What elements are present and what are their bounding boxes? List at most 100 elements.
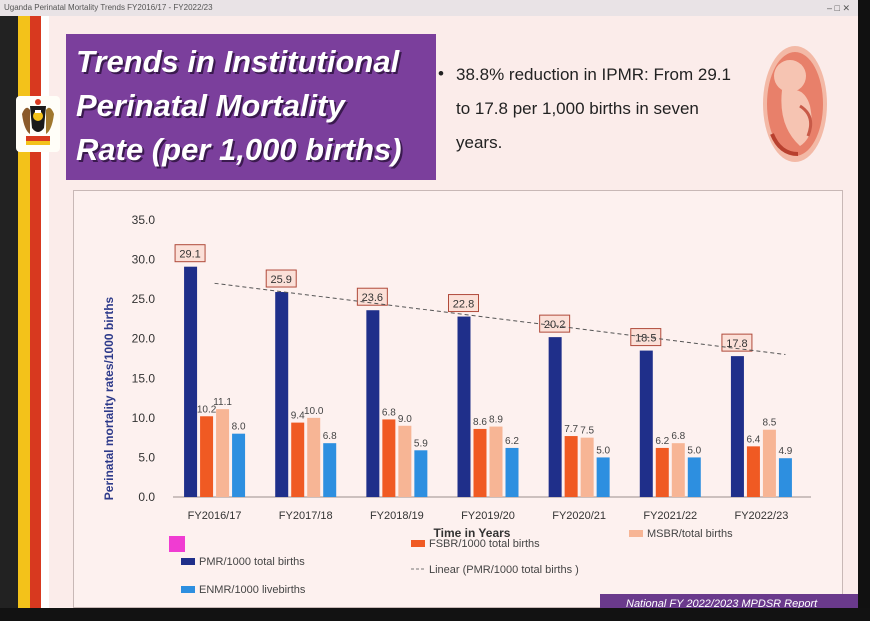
bar-3-5 — [687, 457, 701, 497]
bar-3-2 — [414, 450, 428, 497]
bar-1-2 — [382, 419, 396, 497]
monitor-bezel-bottom — [0, 608, 870, 621]
bar-data-label: 6.2 — [655, 436, 669, 447]
bar-2-3 — [489, 426, 503, 497]
x-tick-label: FY2018/19 — [370, 510, 424, 522]
bar-data-label: 8.5 — [762, 418, 776, 429]
pmr-label-box — [539, 314, 571, 333]
bar-data-label: 10.2 — [197, 404, 217, 415]
x-tick-label: FY2021/22 — [643, 510, 697, 522]
bar-3-4 — [596, 457, 610, 497]
legend-swatch-2 — [629, 530, 643, 537]
pmr-label-box — [448, 294, 479, 313]
y-tick-label: 15.0 — [132, 371, 156, 385]
bar-0-4 — [548, 337, 562, 497]
bar-2-2 — [398, 425, 412, 497]
bar-2-6 — [762, 429, 776, 497]
summary-line-3: years. — [456, 133, 503, 152]
monitor-bezel-right — [858, 0, 870, 621]
legend-label-0: PMR/1000 total births — [199, 556, 305, 568]
pmr-data-label: 29.1 — [179, 249, 200, 261]
pmr-label-box — [265, 269, 297, 288]
y-tick-label: 5.0 — [138, 450, 155, 464]
window-titlebar: Uganda Perinatal Mortality Trends FY2016… — [0, 0, 858, 16]
legend-swatch-3 — [181, 586, 195, 593]
slide-title-box: Trends in Institutional Perinatal Mortal… — [66, 34, 436, 180]
pmr-data-label: 23.6 — [362, 292, 383, 304]
y-tick-label: 30.0 — [132, 253, 156, 267]
bar-0-6 — [730, 356, 744, 497]
bar-3-3 — [505, 447, 519, 497]
bar-1-3 — [473, 428, 487, 497]
bar-data-label: 5.9 — [414, 438, 428, 449]
pmr-data-label: 18.5 — [635, 333, 656, 345]
slide-title: Trends in Institutional Perinatal Mortal… — [76, 40, 426, 172]
pmr-label-box — [174, 244, 206, 263]
legend-label-3: ENMR/1000 livebirths — [199, 584, 306, 596]
pmr-label-box — [356, 287, 388, 306]
bar-data-label: 6.2 — [505, 436, 519, 447]
report-footer: National FY 2022/2023 MPDSR Report — [600, 594, 858, 608]
summary-line-2: to 17.8 per 1,000 births in seven — [456, 99, 699, 118]
x-tick-label: FY2022/23 — [735, 510, 789, 522]
bar-data-label: 6.8 — [671, 431, 685, 442]
bar-1-6 — [746, 446, 760, 497]
slide: Uganda Perinatal Mortality Trends FY2016… — [0, 0, 858, 608]
window-controls-icon[interactable]: – □ ✕ — [827, 3, 850, 13]
y-tick-label: 0.0 — [138, 490, 155, 504]
bar-2-5 — [671, 443, 685, 497]
fetus-in-womb-icon — [760, 36, 830, 166]
bar-data-label: 8.6 — [473, 417, 487, 428]
legend-swatch-0 — [181, 558, 195, 565]
legend-label-2: MSBR/total births — [647, 528, 733, 540]
window-title: Uganda Perinatal Mortality Trends FY2016… — [4, 3, 213, 12]
perinatal-mortality-chart: 0.0 5.0 10.0 15.0 20.0 25.0 30.0 35.0 29.1 10.211… — [102, 213, 811, 596]
bar-data-label: 5.0 — [687, 445, 701, 456]
bar-0-5 — [639, 350, 653, 497]
y-tick-label: 10.0 — [132, 411, 156, 425]
flag-stripe-black — [0, 16, 18, 608]
bar-2-1 — [307, 417, 321, 497]
y-tick-label: 25.0 — [132, 292, 156, 306]
pmr-data-label: 25.9 — [271, 274, 292, 286]
x-tick-label: FY2019/20 — [461, 510, 515, 522]
bar-data-label: 9.0 — [398, 414, 412, 425]
pmr-data-label: 17.8 — [726, 338, 747, 350]
bar-2-4 — [580, 437, 594, 497]
bar-1-0 — [200, 416, 214, 497]
bar-data-label: 7.5 — [580, 426, 594, 437]
legend-swatch-1 — [411, 540, 425, 547]
bar-data-label: 11.1 — [213, 397, 232, 408]
bar-1-1 — [291, 422, 305, 497]
bar-0-2 — [366, 310, 380, 497]
slide-title-line-2: Perinatal Mortality — [76, 88, 345, 123]
bar-2-0 — [216, 409, 230, 497]
x-tick-label: FY2016/17 — [188, 510, 242, 522]
bar-1-5 — [655, 447, 669, 497]
x-tick-label: FY2020/21 — [552, 510, 606, 522]
bar-data-label: 9.4 — [291, 411, 305, 422]
y-axis-title: Perinatal mortality rates/1000 births — [102, 296, 116, 500]
bar-0-3 — [457, 316, 471, 497]
bar-0-0 — [184, 266, 198, 497]
bar-data-label: 6.8 — [382, 407, 396, 418]
pmr-data-label: 20.2 — [544, 319, 565, 331]
x-tick-label: FY2017/18 — [279, 510, 333, 522]
x-axis-title: Time in Years — [434, 526, 511, 540]
pmr-data-label: 22.8 — [453, 299, 474, 311]
bar-data-label: 6.4 — [746, 434, 760, 445]
legend-label-4: Linear (PMR/1000 total births ) — [429, 564, 579, 576]
bar-data-label: 6.8 — [323, 431, 337, 442]
bar-data-label: 7.7 — [564, 424, 578, 435]
legend-label-1: FSBR/1000 total births — [429, 538, 540, 550]
bar-data-label: 8.0 — [232, 422, 246, 433]
y-tick-label: 20.0 — [132, 332, 156, 346]
bar-3-0 — [232, 433, 246, 497]
legend-pink-swatch — [169, 536, 185, 552]
bar-0-1 — [275, 292, 289, 497]
bar-1-4 — [564, 436, 578, 497]
slide-title-line-1: Trends in Institutional — [76, 44, 400, 79]
flag-stripe-white — [41, 16, 49, 608]
uganda-coat-of-arms-icon — [16, 96, 60, 152]
pmr-trendline — [214, 282, 786, 356]
